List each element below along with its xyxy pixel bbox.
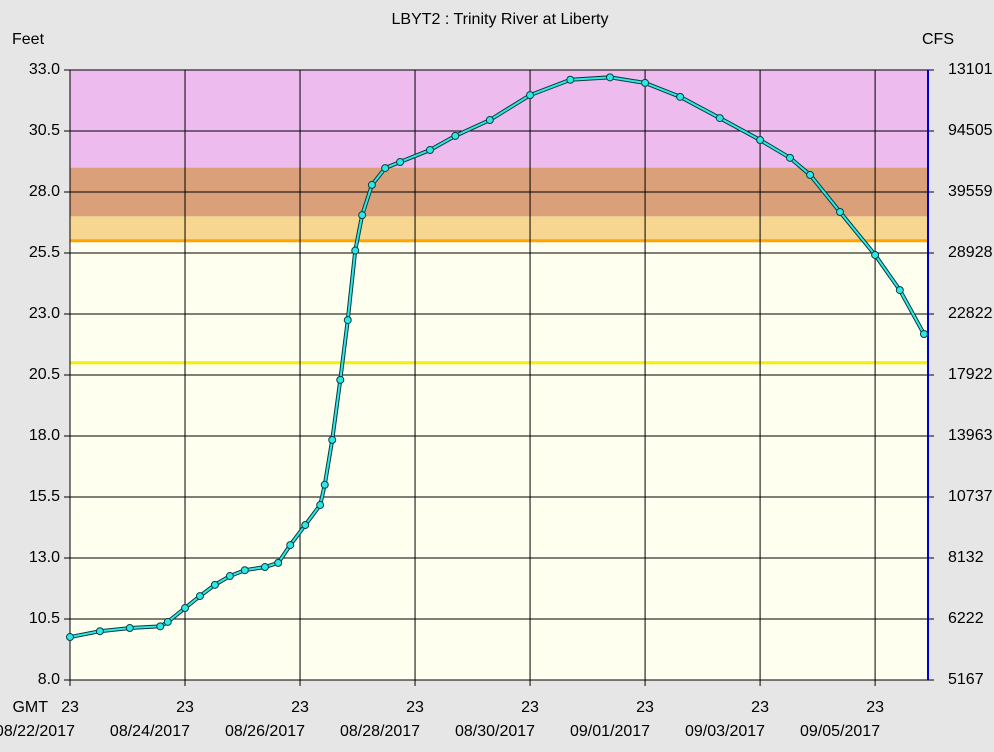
- x-tick-hour: 23: [176, 699, 194, 716]
- data-point: [316, 501, 325, 510]
- data-point: [125, 624, 134, 633]
- data-point: [210, 580, 219, 589]
- data-point: [641, 78, 650, 87]
- x-axis-label: GMT: [12, 699, 48, 716]
- data-point: [381, 164, 390, 173]
- data-point: [715, 114, 724, 123]
- data-point: [367, 180, 376, 189]
- data-point: [895, 286, 904, 295]
- x-tick-label: 09/01/2017: [570, 723, 650, 740]
- data-point: [566, 75, 575, 84]
- data-point: [526, 91, 535, 100]
- data-point: [451, 131, 460, 140]
- data-point: [485, 116, 494, 125]
- y-tick-label: 20.5: [29, 366, 60, 383]
- data-point: [225, 572, 234, 581]
- data-point: [676, 92, 685, 101]
- data-point: [351, 246, 360, 255]
- y-tick-label: 30.5: [29, 122, 60, 139]
- y2-tick-label: 13963: [948, 427, 993, 444]
- data-point: [274, 558, 283, 567]
- flood-band: [70, 70, 928, 168]
- data-point: [195, 592, 204, 601]
- y2-tick-label: 10737: [948, 488, 993, 505]
- data-point: [336, 375, 345, 384]
- data-point: [871, 250, 880, 259]
- x-tick-label: 09/05/2017: [800, 723, 880, 740]
- x-tick-label: 08/30/2017: [455, 723, 535, 740]
- data-point: [605, 73, 614, 82]
- y2-tick-label: 22822: [948, 305, 993, 322]
- data-point: [156, 622, 165, 631]
- y2-tick-label: 13101: [948, 61, 993, 78]
- data-point: [328, 435, 337, 444]
- x-tick-hour: 23: [636, 699, 654, 716]
- y-tick-label: 33.0: [29, 61, 60, 78]
- y2-tick-label: 5167: [948, 671, 984, 688]
- data-point: [836, 208, 845, 217]
- data-point: [919, 330, 928, 339]
- y-tick-label: 10.5: [29, 610, 60, 627]
- data-point: [240, 566, 249, 575]
- y-axis-label: Feet: [12, 31, 45, 48]
- y-tick-label: 28.0: [29, 183, 60, 200]
- data-point: [66, 633, 74, 642]
- data-point: [343, 316, 352, 325]
- data-point: [181, 604, 190, 613]
- x-tick-label: 08/22/2017: [0, 723, 75, 740]
- data-point: [163, 617, 172, 626]
- y-tick-label: 18.0: [29, 427, 60, 444]
- x-tick-label: 08/24/2017: [110, 723, 190, 740]
- data-point: [286, 541, 295, 550]
- data-point: [425, 146, 434, 155]
- flood-band: [70, 216, 928, 241]
- data-point: [320, 480, 329, 489]
- y2-tick-label: 39559: [948, 183, 993, 200]
- y-tick-label: 25.5: [29, 244, 60, 261]
- y2-tick-label: 17922: [948, 366, 993, 383]
- x-tick-hour: 23: [406, 699, 424, 716]
- x-tick-hour: 23: [291, 699, 309, 716]
- x-tick-hour: 23: [866, 699, 884, 716]
- chart-title: LBYT2 : Trinity River at Liberty: [392, 11, 609, 28]
- data-point: [756, 136, 765, 145]
- y-tick-label: 15.5: [29, 488, 60, 505]
- x-tick-label: 09/03/2017: [685, 723, 765, 740]
- x-tick-hour: 23: [61, 699, 79, 716]
- data-point: [260, 563, 269, 572]
- x-tick-label: 08/28/2017: [340, 723, 420, 740]
- x-tick-hour: 23: [751, 699, 769, 716]
- y2-tick-label: 6222: [948, 610, 984, 627]
- data-point: [301, 521, 310, 530]
- data-point: [358, 211, 367, 220]
- y2-tick-label: 8132: [948, 549, 984, 566]
- x-tick-hour: 23: [521, 699, 539, 716]
- y2-axis-label: CFS: [922, 31, 954, 48]
- data-point: [806, 170, 815, 179]
- y2-tick-label: 94505: [948, 122, 993, 139]
- y-tick-label: 8.0: [38, 671, 60, 688]
- y-tick-label: 13.0: [29, 549, 60, 566]
- data-point: [785, 153, 794, 162]
- x-tick-label: 08/26/2017: [225, 723, 305, 740]
- y2-tick-label: 28928: [948, 244, 993, 261]
- data-point: [396, 157, 405, 166]
- series-line-core: [69, 76, 925, 639]
- y-tick-label: 23.0: [29, 305, 60, 322]
- data-point: [95, 627, 104, 636]
